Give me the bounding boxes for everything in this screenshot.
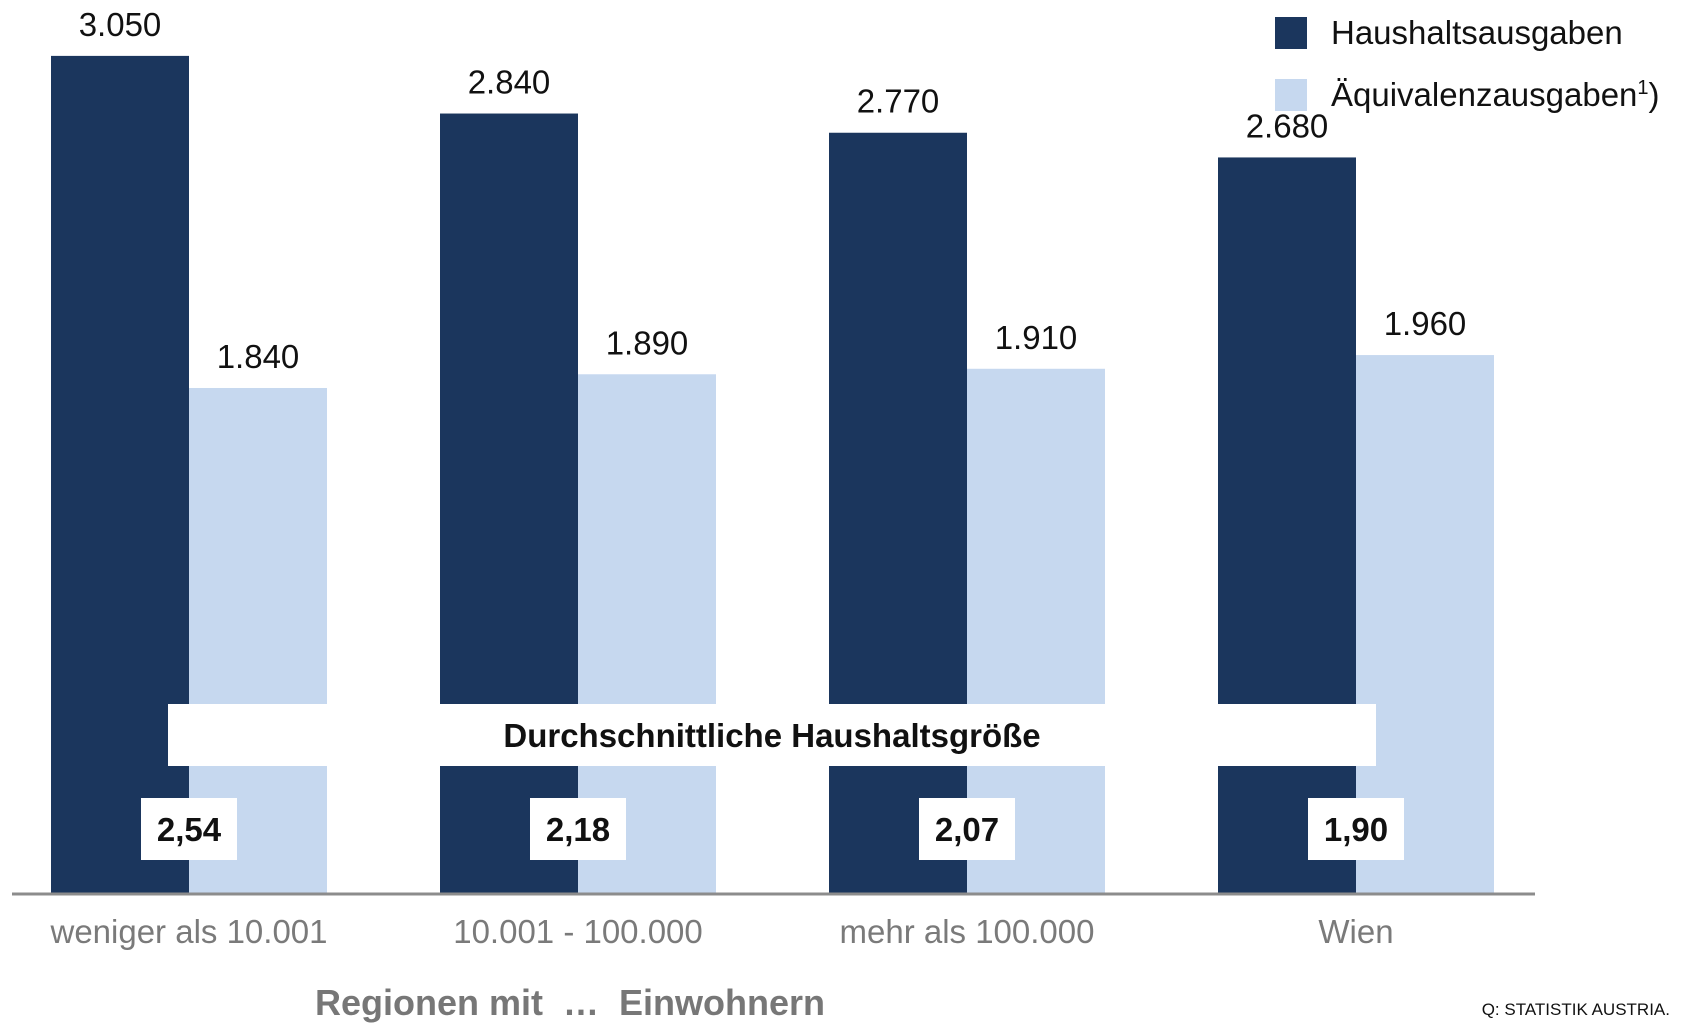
household-size-box-1 [141,798,237,860]
household-size-box-2 [530,798,626,860]
legend: Haushaltsausgaben Äquivalenzausgaben1) [1275,2,1660,126]
legend-label-aequivalenzausgaben-text: Äquivalenzausgaben [1331,76,1638,113]
legend-item-aequivalenzausgaben: Äquivalenzausgaben1) [1275,64,1660,126]
legend-footnote-paren: ) [1648,76,1660,113]
legend-footnote-marker: 1 [1637,77,1649,99]
legend-label-haushaltsausgaben: Haushaltsausgaben [1331,14,1623,51]
legend-label-aequivalenzausgaben: Äquivalenzausgaben1) [1331,76,1660,114]
x-tick-label-4: Wien [1318,913,1393,950]
household-size-value-3: 2,07 [935,811,999,848]
x-tick-labels-layer: weniger als 10.001 10.001 - 100.000 mehr a… [49,913,1393,950]
legend-swatch-haushaltsausgaben [1275,17,1307,49]
value-label-haushaltsausgaben-1: 3.050 [79,6,162,43]
value-label-quivalenzausgaben-1: 1.840 [217,338,300,375]
household-size-box-4 [1308,798,1404,860]
x-tick-label-2: 10.001 - 100.000 [453,913,703,950]
value-labels-layer: 3.050 1.840 2.840 1.890 2.770 1.910 2.680 1.960 [79,6,1467,375]
value-label-quivalenzausgaben-4: 1.960 [1384,305,1467,342]
value-label-haushaltsausgaben-2: 2.840 [468,64,551,101]
value-label-haushaltsausgaben-3: 2.770 [857,83,940,120]
legend-item-haushaltsausgaben: Haushaltsausgaben [1275,2,1660,64]
legend-swatch-aequivalenzausgaben [1275,79,1307,111]
value-label-quivalenzausgaben-3: 1.910 [995,319,1078,356]
household-size-title: Durchschnittliche Haushaltsgröße [503,717,1040,754]
household-size-value-4: 1,90 [1324,811,1388,848]
household-size-value-2: 2,18 [546,811,610,848]
x-tick-label-1: weniger als 10.001 [49,913,327,950]
household-size-band: Durchschnittliche Haushaltsgröße 2,54 2,18… [141,704,1404,860]
bar-haushaltsausgaben-1 [51,55,189,893]
x-tick-label-3: mehr als 100.000 [840,913,1095,950]
source-note: Q: STATISTIK AUSTRIA. [1481,1000,1670,1019]
bar-haushaltsausgaben-4 [1218,157,1356,894]
household-size-box-3 [919,798,1015,860]
household-size-value-1: 2,54 [157,811,222,848]
bar-haushaltsausgaben-3 [829,132,967,894]
value-label-quivalenzausgaben-2: 1.890 [606,324,689,361]
bars-layer [51,55,1494,894]
household-size-band-bg [168,704,1376,766]
value-label-haushaltsausgaben-4: 2.680 [1246,107,1329,144]
x-axis-title: Regionen mit … Einwohnern [315,982,826,1023]
bar-haushaltsausgaben-2 [440,113,578,893]
